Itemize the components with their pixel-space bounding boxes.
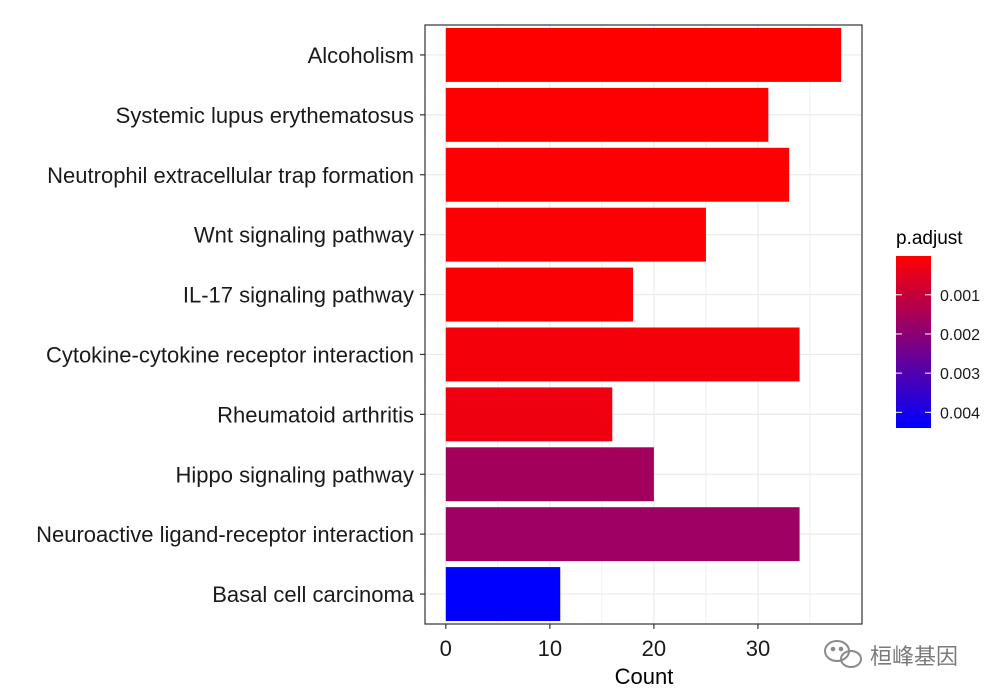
- legend-tick-label: 0.004: [940, 405, 980, 422]
- x-tick-label: 20: [642, 636, 666, 661]
- x-tick-label: 0: [440, 636, 452, 661]
- category-label: Neutrophil extracellular trap formation: [47, 163, 414, 188]
- category-label: Rheumatoid arthritis: [217, 402, 414, 427]
- bar: [445, 207, 706, 262]
- panel-border: [424, 24, 863, 625]
- x-axis: 0 10 20 30: [440, 624, 770, 661]
- bar: [445, 447, 654, 502]
- x-tick-label: 10: [538, 636, 562, 661]
- category-label: Neuroactive ligand-receptor interaction: [36, 522, 414, 547]
- bar: [445, 87, 769, 142]
- bar: [445, 327, 800, 382]
- category-label: IL-17 signaling pathway: [183, 283, 414, 308]
- category-label: Basal cell carcinoma: [212, 582, 415, 607]
- category-label: Alcoholism: [308, 43, 414, 68]
- bar: [445, 507, 800, 562]
- legend-tick-label: 0.002: [940, 327, 980, 344]
- bar: [445, 147, 790, 202]
- x-tick-label: 30: [746, 636, 770, 661]
- legend-ticks: 0.001 0.002 0.003 0.004: [896, 288, 980, 422]
- y-axis: Alcoholism Systemic lupus erythematosus Ne…: [36, 43, 425, 607]
- legend-tick-label: 0.003: [940, 366, 980, 383]
- bar: [445, 567, 561, 622]
- bar: [445, 267, 634, 322]
- watermark: 桓峰基因: [824, 640, 958, 669]
- bars: [445, 27, 842, 622]
- legend-tick-label: 0.001: [940, 288, 980, 305]
- x-axis-title: Count: [615, 664, 674, 689]
- category-label: Wnt signaling pathway: [194, 223, 414, 248]
- legend-colorbar: [896, 256, 931, 428]
- category-label: Cytokine-cytokine receptor interaction: [46, 342, 414, 367]
- legend-title: p.adjust: [896, 228, 963, 249]
- category-label: Systemic lupus erythematosus: [116, 103, 414, 128]
- category-label: Hippo signaling pathway: [176, 462, 415, 487]
- legend: p.adjust 0.001 0.002 0.003 0.004: [896, 228, 980, 428]
- bar: [445, 387, 613, 442]
- watermark-text: 桓峰基因: [870, 644, 958, 669]
- bar: [445, 27, 842, 82]
- wechat-icon: [824, 640, 862, 668]
